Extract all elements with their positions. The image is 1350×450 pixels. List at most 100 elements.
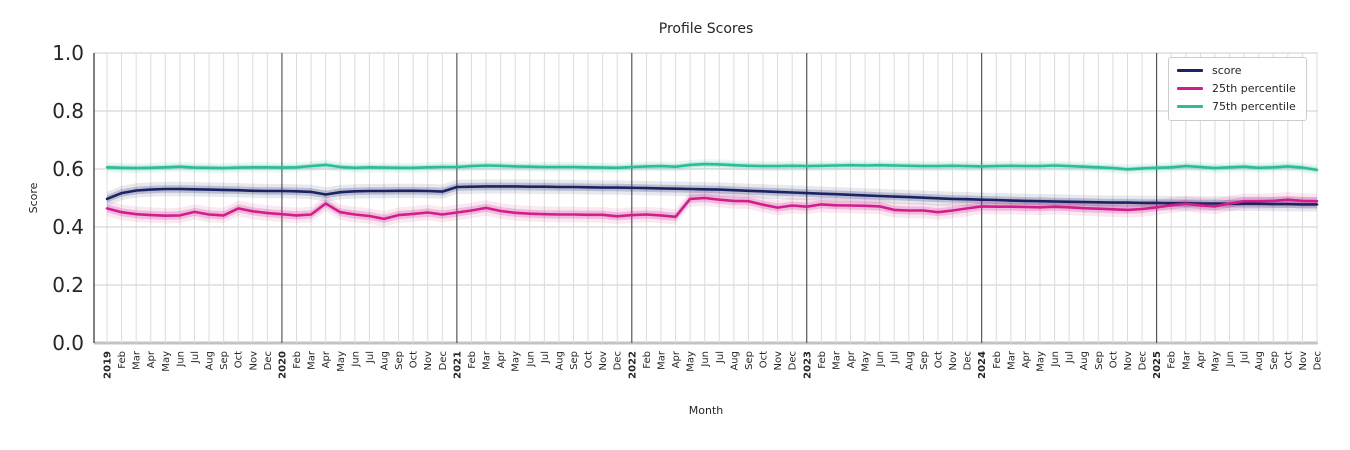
x-tick-month-label: Dec [438, 351, 449, 370]
x-tick-year-label: 2025 [1152, 351, 1163, 379]
x-tick-month-label: Dec [788, 351, 799, 370]
band-score [107, 179, 1317, 212]
legend-item-75th-percentile: 75th percentile [1177, 99, 1296, 114]
x-tick-month-label: Oct [234, 351, 245, 368]
y-tick-label: 0.2 [52, 273, 84, 297]
x-tick-month-label: Mar [482, 350, 493, 370]
x-tick-month-label: Sep [919, 351, 930, 370]
band-75th-percentile [107, 159, 1317, 175]
x-tick-month-label: Nov [1123, 351, 1134, 371]
y-axis-label: Score [27, 182, 40, 213]
x-tick-month-label: Sep [394, 351, 405, 370]
series-lines [105, 162, 1319, 221]
x-tick-month-label: Oct [409, 351, 420, 368]
x-tick-month-label: May [1210, 351, 1221, 372]
x-tick-month-label: Nov [598, 351, 609, 371]
x-tick-month-label: Nov [423, 351, 434, 371]
x-tick-month-label: Dec [963, 351, 974, 370]
x-tick-month-label: Oct [759, 351, 770, 368]
legend-label-75th-percentile: 75th percentile [1212, 100, 1296, 113]
x-tick-month-label: Feb [117, 351, 128, 369]
x-tick-month-label: Sep [219, 351, 230, 370]
x-tick-month-label: Mar [1006, 350, 1017, 370]
x-tick-month-label: Sep [1094, 351, 1105, 370]
band-25th-percentile [107, 193, 1317, 223]
x-tick-month-label: Mar [1181, 350, 1192, 370]
x-tick-month-label: Nov [773, 351, 784, 371]
x-tick-month-label: Jun [350, 351, 361, 368]
x-tick-month-label: Dec [263, 351, 274, 370]
x-tick-month-label: Sep [744, 351, 755, 370]
x-tick-month-label: Oct [933, 351, 944, 368]
x-tick-month-label: Sep [1269, 351, 1280, 370]
x-tick-month-label: Jun [700, 351, 711, 368]
x-tick-month-label: Jul [190, 351, 201, 364]
x-tick-month-label: Jun [525, 351, 536, 368]
x-tick-month-label: Feb [642, 351, 653, 369]
x-tick-month-label: Feb [992, 351, 1003, 369]
x-tick-month-label: Jul [890, 351, 901, 364]
x-tick-month-label: May [1036, 351, 1047, 372]
legend-label-25th-percentile: 25th percentile [1212, 82, 1296, 95]
x-tick-month-label: Oct [1283, 351, 1294, 368]
x-tick-month-label: Apr [1196, 350, 1207, 368]
x-tick-month-label: Nov [1298, 351, 1309, 371]
x-tick-month-label: Aug [379, 351, 390, 371]
x-tick-month-label: Nov [248, 351, 259, 371]
x-tick-month-label: Apr [321, 350, 332, 368]
y-tick-label: 0.6 [52, 157, 84, 181]
x-tick-month-label: May [161, 351, 172, 372]
x-tick-month-label: May [686, 351, 697, 372]
x-tick-month-label: Aug [1079, 351, 1090, 371]
y-tick-label: 0.4 [52, 215, 84, 239]
x-tick-month-label: Aug [729, 351, 740, 371]
x-tick-month-label: Jul [365, 351, 376, 364]
x-tick-month-label: Aug [1254, 351, 1265, 371]
x-tick-year-label: 2024 [977, 351, 988, 379]
x-tick-year-label: 2020 [277, 351, 288, 379]
x-tick-month-label: Aug [554, 351, 565, 371]
x-tick-month-label: Aug [904, 351, 915, 371]
x-tick-month-label: Dec [1313, 351, 1324, 370]
x-tick-month-label: Nov [948, 351, 959, 371]
x-tick-month-label: Apr [1021, 350, 1032, 368]
legend-swatch-score [1177, 69, 1203, 72]
x-tick-month-label: Sep [569, 351, 580, 370]
x-tick-month-label: Feb [292, 351, 303, 369]
x-tick-month-label: Jul [715, 351, 726, 364]
x-tick-month-label: Dec [1138, 351, 1149, 370]
legend-swatch-75th-percentile [1177, 105, 1203, 108]
x-tick-month-label: Aug [205, 351, 216, 371]
x-tick-year-label: 2019 [103, 351, 114, 379]
x-tick-year-label: 2021 [452, 351, 463, 379]
band-75th-percentile [107, 161, 1317, 173]
x-tick-month-label: Dec [613, 351, 624, 370]
x-tick-month-label: Apr [846, 350, 857, 368]
x-tick-month-label: Mar [831, 350, 842, 370]
legend-item-25th-percentile: 25th percentile [1177, 81, 1296, 96]
x-tick-month-label: Jul [1065, 351, 1076, 364]
y-tick-label: 0.8 [52, 99, 84, 123]
series-line-score [105, 185, 1319, 206]
x-tick-month-label: Mar [132, 350, 143, 370]
x-tick-month-label: Jul [540, 351, 551, 364]
x-tick-month-label: Mar [307, 350, 318, 370]
grid-lines [93, 52, 1318, 345]
x-tick-month-label: Oct [584, 351, 595, 368]
series-line-25th-percentile [105, 196, 1319, 221]
y-tick-label: 1.0 [52, 41, 84, 65]
x-tick-year-label: 2022 [627, 351, 638, 379]
series-line-75th-percentile [105, 162, 1319, 172]
x-tick-month-label: Feb [1167, 351, 1178, 369]
x-tick-month-label: Mar [656, 350, 667, 370]
x-tick-month-label: Jun [875, 351, 886, 368]
x-tick-month-label: May [511, 351, 522, 372]
legend-swatch-25th-percentile [1177, 87, 1203, 90]
x-tick-month-label: Oct [1108, 351, 1119, 368]
x-tick-month-label: May [861, 351, 872, 372]
chart-title: Profile Scores [659, 21, 754, 37]
x-tick-month-label: Apr [671, 350, 682, 368]
x-tick-month-label: Feb [817, 351, 828, 369]
